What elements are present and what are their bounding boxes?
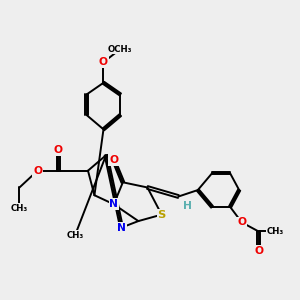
Text: O: O <box>99 57 108 67</box>
Text: N: N <box>110 199 118 209</box>
Text: O: O <box>54 145 63 155</box>
Text: CH₃: CH₃ <box>267 227 284 236</box>
Text: O: O <box>254 246 263 256</box>
Text: S: S <box>158 210 166 220</box>
Text: O: O <box>237 218 246 227</box>
Text: CH₃: CH₃ <box>66 231 84 240</box>
Text: H: H <box>183 201 192 211</box>
Text: OCH₃: OCH₃ <box>108 45 133 54</box>
Text: O: O <box>109 155 118 165</box>
Text: N: N <box>117 223 126 232</box>
Text: O: O <box>33 166 42 176</box>
Text: CH₃: CH₃ <box>11 204 28 213</box>
